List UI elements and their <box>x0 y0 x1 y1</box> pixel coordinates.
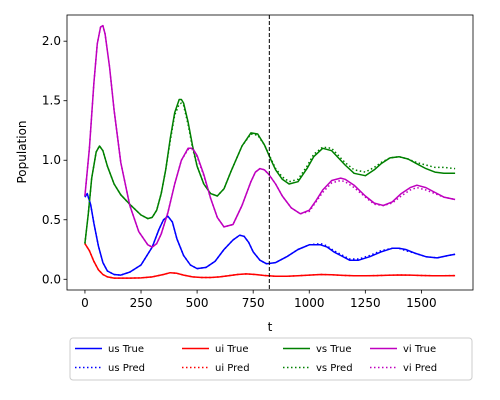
y-tick-label: 2.0 <box>42 34 61 48</box>
y-ticks: 0.0 0.5 1.0 1.5 2.0 <box>42 34 67 286</box>
x-tick-label: 1250 <box>350 296 381 310</box>
x-ticks: 0 250 500 750 1000 1250 1500 <box>81 290 437 310</box>
legend-label-us-true: us True <box>108 344 144 355</box>
y-axis-label: Population <box>15 120 29 183</box>
x-tick-label: 750 <box>242 296 265 310</box>
y-tick-label: 1.5 <box>42 94 61 108</box>
legend-label-ui-pred: ui Pred <box>215 363 250 374</box>
legend-label-vi-true: vi True <box>403 344 436 355</box>
x-tick-label: 0 <box>81 296 89 310</box>
series-line-us-pred <box>84 192 456 276</box>
x-tick-label: 1500 <box>406 296 437 310</box>
y-tick-label: 1.0 <box>42 153 61 167</box>
plot-frame <box>66 14 474 291</box>
legend-label-ui-true: ui True <box>215 344 249 355</box>
series-line-vs-pred <box>84 102 456 244</box>
series-layer <box>84 24 456 279</box>
legend-label-vi-pred: vi Pred <box>403 363 437 374</box>
series-line-ui-pred <box>84 243 456 279</box>
legend-label-us-pred: us Pred <box>108 363 145 374</box>
x-tick-label: 1000 <box>294 296 325 310</box>
plot-area <box>67 15 473 290</box>
legend-label-vs-true: vs True <box>316 344 352 355</box>
legend-label-vs-pred: vs Pred <box>316 363 353 374</box>
y-tick-label: 0.5 <box>42 213 61 227</box>
y-tick-label: 0.0 <box>42 272 61 286</box>
x-tick-label: 500 <box>186 296 209 310</box>
series-line-vi-true <box>84 24 456 248</box>
x-tick-label: 250 <box>130 296 153 310</box>
x-axis-label: t <box>268 320 273 334</box>
legend: us True us Pred ui True ui Pred vs True vs Pr… <box>69 337 473 381</box>
